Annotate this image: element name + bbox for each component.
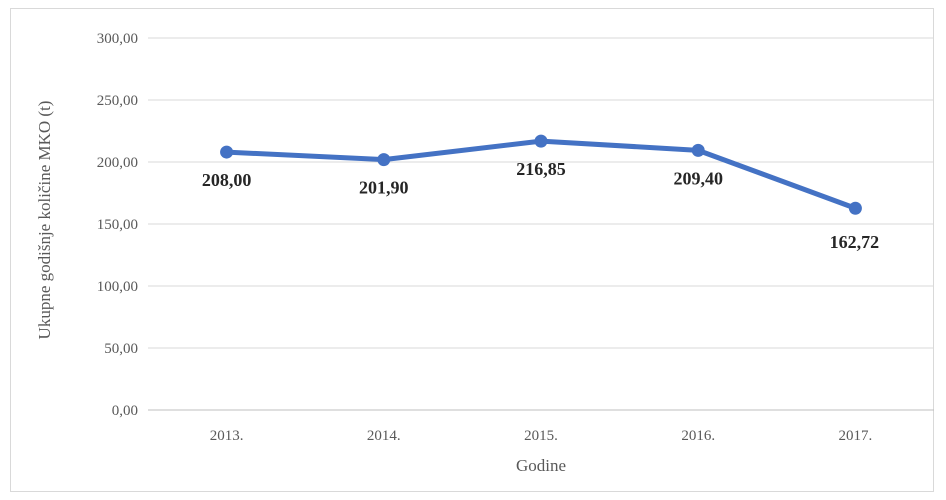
y-tick-label: 300,00 bbox=[97, 31, 138, 47]
data-point bbox=[220, 146, 233, 159]
y-axis-title: Ukupne godišnje količine MKO (t) bbox=[35, 101, 54, 340]
x-tick-label: 2015. bbox=[524, 428, 558, 444]
y-tick-label: 250,00 bbox=[97, 93, 138, 109]
y-tick-label: 200,00 bbox=[97, 155, 138, 171]
data-labels: 208,00 201,90 216,85 209,40 162,72 bbox=[202, 159, 879, 252]
y-tick-label: 100,00 bbox=[97, 279, 138, 295]
x-tick-label: 2014. bbox=[367, 428, 401, 444]
gridlines bbox=[148, 38, 934, 410]
data-label: 208,00 bbox=[202, 170, 252, 190]
y-tick-label: 50,00 bbox=[104, 341, 138, 357]
data-point bbox=[535, 135, 548, 148]
data-label: 209,40 bbox=[673, 168, 723, 188]
data-label: 162,72 bbox=[830, 232, 880, 252]
x-tick-label: 2017. bbox=[839, 428, 873, 444]
data-label: 201,90 bbox=[359, 178, 409, 198]
x-tick-label: 2013. bbox=[210, 428, 244, 444]
y-tick-label: 150,00 bbox=[97, 217, 138, 233]
x-tick-label: 2016. bbox=[681, 428, 715, 444]
data-label: 216,85 bbox=[516, 159, 566, 179]
y-tick-label: 0,00 bbox=[112, 403, 138, 419]
x-axis-ticks: 2013. 2014. 2015. 2016. 2017. bbox=[210, 428, 873, 444]
data-point bbox=[692, 144, 705, 157]
y-axis-ticks: 0,00 50,00 100,00 150,00 200,00 250,00 300,00 bbox=[97, 31, 138, 419]
x-axis-title: Godine bbox=[516, 456, 566, 475]
data-point bbox=[849, 202, 862, 215]
data-point bbox=[377, 153, 390, 166]
